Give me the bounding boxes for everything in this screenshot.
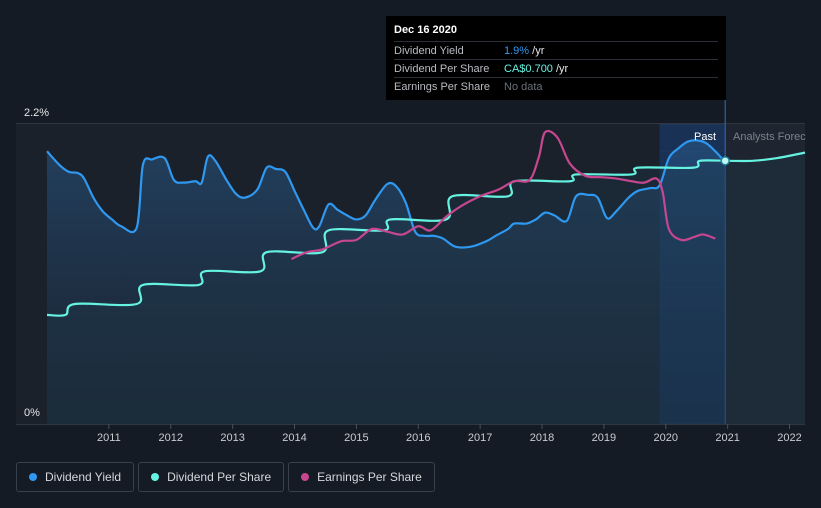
legend-label-yield: Dividend Yield (45, 470, 122, 484)
legend-item-dividend-yield[interactable]: Dividend Yield (16, 462, 135, 492)
tooltip-yield-suffix: /yr (529, 44, 545, 57)
x-tick-label-2022: 2022 (777, 432, 801, 444)
tooltip-eps-label: Earnings Per Share (394, 80, 490, 93)
x-tick-label-2014: 2014 (282, 432, 306, 444)
dividend-per-share-area (47, 152, 805, 425)
series-lines (46, 129, 806, 317)
y-axis: 2.2% 0% (24, 107, 49, 419)
tooltip-dps-suffix: /yr (552, 62, 569, 75)
x-tick-label-2021: 2021 (715, 432, 739, 444)
dividend-yield-area (47, 140, 726, 424)
tooltip-dps-value-wrap: CA$0.700 /yr (504, 63, 568, 75)
earnings-per-share-line (290, 129, 716, 261)
x-tick-label-2020: 2020 (654, 432, 678, 444)
tooltip-eps-value: No data (504, 80, 543, 93)
x-tick-label-2012: 2012 (159, 432, 183, 444)
series-areas (47, 140, 805, 425)
x-tick-label-2019: 2019 (592, 432, 616, 444)
tooltip-yield-value: 1.9% (504, 44, 530, 57)
hover-tooltip: Dec 16 2020 Dividend Yield 1.9% /yr Divi… (386, 16, 726, 100)
forecast-label: Analysts Forec (733, 131, 806, 143)
x-tick-label-2013: 2013 (220, 432, 244, 444)
tooltip-dps-value: CA$0.700 (504, 62, 553, 75)
legend-item-earnings-per-share[interactable]: Earnings Per Share (288, 462, 435, 492)
legend-dot-eps-icon (301, 473, 310, 481)
y-tick-label-top: 2.2% (24, 107, 49, 119)
tooltip-dps-label: Dividend Per Share (394, 62, 490, 75)
tooltip-yield-label: Dividend Yield (394, 44, 464, 57)
x-tick-label-2015: 2015 (344, 432, 368, 444)
x-tick-label-2018: 2018 (530, 432, 554, 444)
legend-label-dps: Dividend Per Share (167, 470, 272, 484)
tooltip-row-eps: Earnings Per Share No data (394, 77, 718, 95)
legend-item-dividend-per-share[interactable]: Dividend Per Share (138, 462, 285, 492)
tooltip-row-dps: Dividend Per Share CA$0.700 /yr (394, 59, 718, 77)
tooltip-date: Dec 16 2020 (394, 24, 457, 36)
forecast-shade (725, 124, 805, 424)
dividend-per-share-line (46, 151, 806, 317)
present-marker-dot (720, 156, 730, 166)
x-tick-label-2017: 2017 (468, 432, 492, 444)
x-tick-label-2016: 2016 (406, 432, 430, 444)
legend-label-eps: Earnings Per Share (317, 470, 422, 484)
past-label: Past (694, 131, 716, 143)
legend-dot-yield-icon (29, 473, 37, 481)
y-tick-label-bottom: 0% (24, 407, 40, 419)
markers (720, 156, 730, 166)
x-tick-label-2011: 2011 (97, 432, 121, 444)
dividend-yield-line (46, 139, 726, 249)
legend-dot-dps-icon (151, 473, 160, 481)
x-axis: 2011 2012 2013 2014 2015 2016 2017 2018 2019 2020… (97, 424, 802, 444)
tooltip-row-yield: Dividend Yield 1.9% /yr (394, 41, 718, 59)
chart-legend: Dividend Yield Dividend Per Share Earnin… (16, 462, 435, 492)
tooltip-yield-value-wrap: 1.9% /yr (504, 45, 544, 57)
